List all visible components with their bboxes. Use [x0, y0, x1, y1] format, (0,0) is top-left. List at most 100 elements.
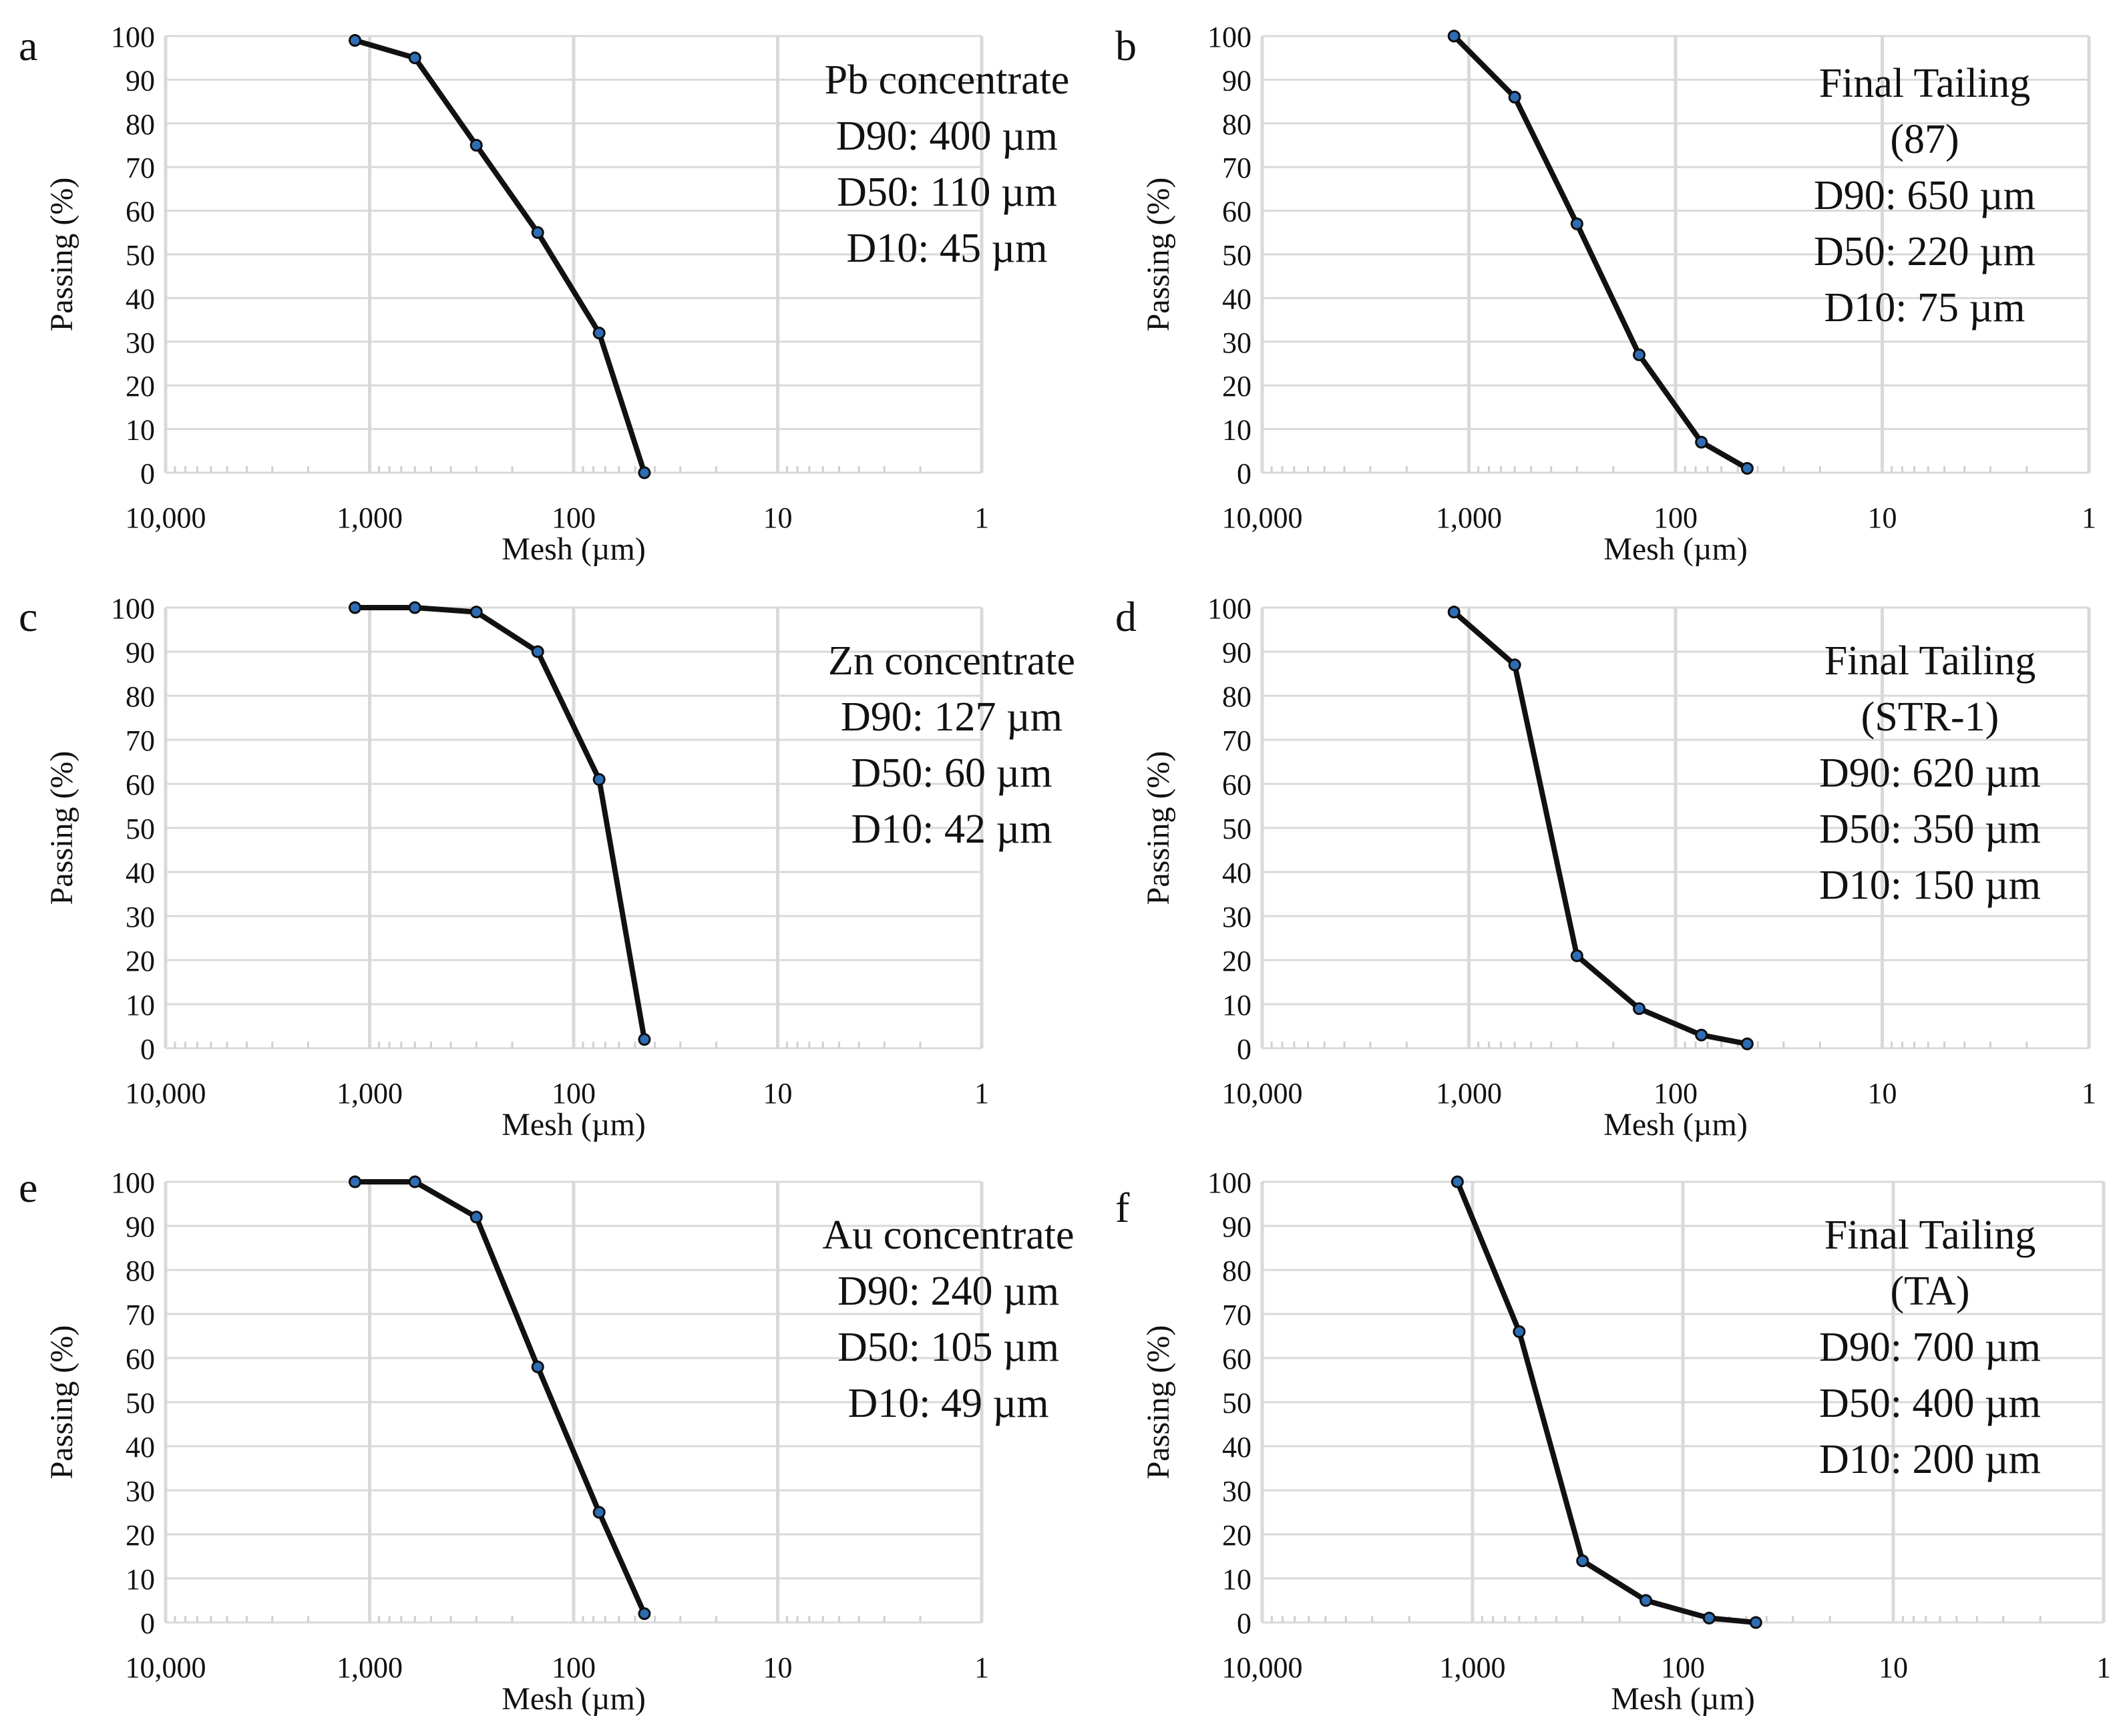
y-tick-label: 60	[1222, 196, 1251, 228]
data-point	[592, 1506, 606, 1519]
y-tick-label: 70	[1222, 724, 1251, 757]
data-point	[531, 645, 544, 658]
y-tick-label: 100	[111, 592, 155, 625]
y-tick-label: 0	[140, 1033, 155, 1066]
data-point	[349, 601, 362, 614]
y-tick-label: 80	[1222, 1255, 1251, 1287]
annotation-line: D10: 150 µm	[1819, 863, 2041, 908]
data-point	[1508, 91, 1521, 104]
y-tick-label: 90	[1222, 64, 1251, 97]
y-tick-label: 10	[126, 414, 155, 447]
data-point	[408, 601, 421, 614]
series-line	[1452, 34, 1749, 471]
annotation-line: Au concentrate	[823, 1213, 1075, 1258]
y-tick-label: 70	[126, 724, 155, 757]
x-tick-label: 10	[763, 501, 793, 534]
y-tick-label: 70	[1222, 1299, 1251, 1331]
y-tick-label: 0	[1237, 457, 1251, 490]
data-point	[638, 1033, 651, 1046]
y-tick-label: 60	[126, 196, 155, 228]
y-tick-label: 50	[1222, 239, 1251, 272]
x-tick-label: 10,000	[126, 1077, 206, 1110]
series-line	[355, 605, 647, 1040]
y-tick-label: 40	[126, 857, 155, 889]
y-axis-label: Passing (%)	[44, 1325, 79, 1480]
y-tick-label: 70	[126, 152, 155, 184]
y-axis-label: Passing (%)	[44, 751, 79, 905]
y-tick-label: 100	[111, 21, 155, 53]
x-tick-label: 1,000	[1440, 1651, 1506, 1684]
y-tick-label: 30	[126, 1475, 155, 1508]
panel-label: d	[1115, 593, 1137, 640]
data-point	[1570, 949, 1583, 962]
y-axis-label: Passing (%)	[1141, 751, 1176, 905]
y-tick-label: 0	[1237, 1033, 1251, 1066]
y-tick-label: 100	[1207, 21, 1251, 53]
y-tick-label: 0	[140, 1607, 155, 1640]
annotation-line: D50: 105 µm	[837, 1325, 1059, 1370]
panel-label: e	[19, 1164, 37, 1211]
annotation-line: Pb concentrate	[825, 57, 1070, 103]
annotation-line: Zn concentrate	[828, 638, 1075, 684]
annotation-line: D10: 75 µm	[1824, 285, 2025, 331]
annotation-line: Final Tailing	[1819, 61, 2031, 106]
data-point	[531, 1360, 544, 1373]
y-axis-label: Passing (%)	[44, 178, 79, 332]
annotation-line: D50: 350 µm	[1819, 807, 2041, 852]
y-tick-label: 30	[126, 901, 155, 933]
x-tick-label: 100	[552, 1077, 596, 1110]
x-tick-label: 100	[552, 1651, 596, 1684]
x-tick-label: 1	[974, 501, 989, 534]
data-point	[1639, 1594, 1653, 1607]
data-point	[1508, 658, 1521, 672]
x-tick-label: 1	[974, 1077, 989, 1110]
data-point	[408, 1175, 421, 1188]
series-line	[1452, 610, 1748, 1047]
y-tick-label: 100	[1207, 1166, 1251, 1199]
x-tick-label: 10	[1868, 1077, 1897, 1110]
y-tick-label: 90	[126, 636, 155, 669]
x-tick-label: 10,000	[126, 1651, 206, 1684]
y-tick-label: 60	[126, 769, 155, 801]
x-tick-label: 10	[1879, 1651, 1908, 1684]
y-tick-label: 50	[1222, 1387, 1251, 1420]
annotation-line: (87)	[1890, 117, 1959, 162]
y-tick-label: 50	[126, 813, 155, 845]
x-tick-label: 100	[552, 501, 596, 534]
x-tick-label: 1,000	[1436, 1077, 1502, 1110]
data-point	[1695, 1028, 1708, 1042]
data-point	[1632, 348, 1646, 361]
annotation-line: Final Tailing	[1824, 1213, 2036, 1258]
annotation-line: D10: 200 µm	[1819, 1437, 2041, 1482]
y-tick-label: 70	[1222, 152, 1251, 184]
x-tick-label: 100	[1654, 1077, 1698, 1110]
chart-panel-d: 0 10 20 30 40 50 60 70 80 90 100 10,000 1,000 100 10 1 M…	[1115, 592, 2096, 1142]
panel-label: a	[19, 22, 37, 69]
x-axis-label: Mesh (µm)	[1611, 1681, 1755, 1717]
annotation-line: D90: 127 µm	[841, 694, 1062, 740]
series-line	[1455, 1180, 1756, 1625]
data-point	[349, 34, 362, 47]
y-tick-label: 30	[1222, 901, 1251, 933]
annotation-line: D90: 400 µm	[836, 114, 1058, 159]
series-line	[354, 37, 647, 474]
y-tick-label: 90	[1222, 636, 1251, 669]
y-tick-label: 70	[126, 1299, 155, 1331]
data-point	[1695, 435, 1708, 449]
y-tick-label: 100	[111, 1166, 155, 1199]
y-tick-label: 60	[1222, 769, 1251, 801]
x-tick-label: 1	[974, 1651, 989, 1684]
x-tick-label: 1	[2082, 501, 2096, 534]
data-point	[638, 466, 651, 479]
data-point	[1576, 1554, 1589, 1568]
x-tick-label: 10	[763, 1651, 793, 1684]
data-point	[469, 1211, 483, 1224]
y-tick-label: 10	[126, 989, 155, 1022]
y-tick-label: 20	[1222, 1519, 1251, 1552]
x-tick-label: 10,000	[1222, 501, 1303, 534]
data-point	[469, 606, 483, 619]
data-point	[592, 773, 606, 786]
data-point	[1749, 1616, 1762, 1629]
data-point	[349, 1175, 362, 1188]
y-tick-label: 20	[1222, 945, 1251, 978]
